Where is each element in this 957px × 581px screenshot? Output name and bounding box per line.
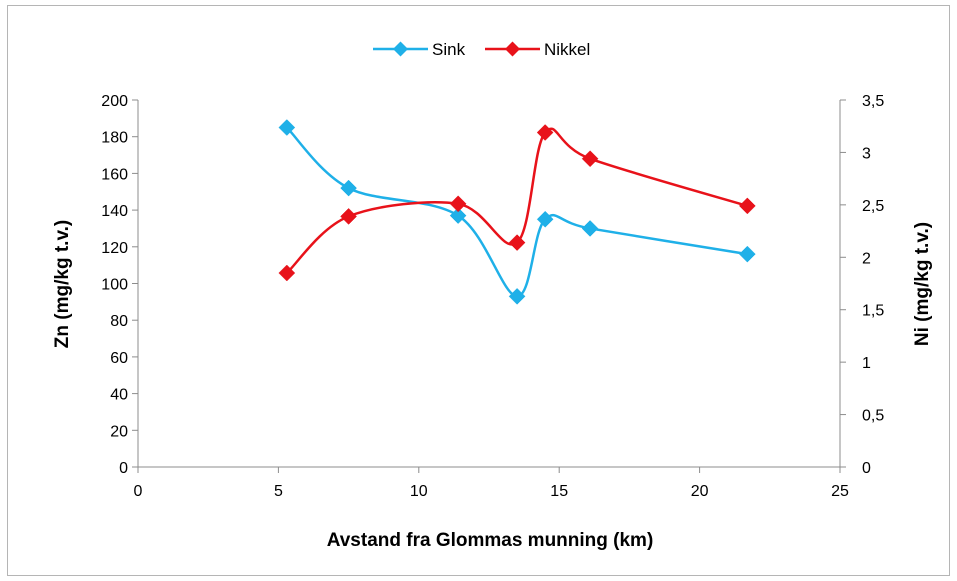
left-y-tick-label: 60	[110, 350, 128, 367]
left-y-tick-label: 20	[110, 423, 128, 440]
axes	[132, 99, 846, 473]
left-y-tick-label: 180	[101, 130, 128, 147]
data-point-sink	[738, 245, 756, 263]
right-y-tick-label: 1,5	[862, 303, 884, 320]
legend-marker-nikkel	[505, 41, 520, 57]
data-point-nikkel	[738, 197, 756, 215]
right-y-tick-label: 1	[862, 355, 871, 372]
data-point-sink	[278, 119, 296, 136]
right-y-tick-label: 0	[862, 460, 871, 477]
left-y-tick-label: 140	[101, 203, 128, 220]
series	[278, 119, 756, 305]
x-tick-label: 10	[410, 483, 428, 500]
legend: Sink Nikkel	[373, 40, 590, 59]
data-point-nikkel	[278, 264, 296, 282]
x-axis-title: Avstand fra Glommas munning (km)	[327, 530, 654, 551]
legend-label-sink: Sink	[432, 40, 466, 59]
right-y-axis-title: Ni (mg/kg t.v.)	[912, 222, 933, 346]
legend-label-nikkel: Nikkel	[544, 40, 590, 59]
legend-marker-sink	[393, 41, 408, 57]
right-y-tick-label: 3	[862, 145, 871, 162]
data-point-nikkel	[340, 208, 357, 225]
chart-frame	[7, 5, 950, 576]
series-nikkel	[278, 124, 756, 282]
right-y-tick-label: 2,5	[862, 198, 884, 215]
right-y-tick-label: 2	[862, 250, 871, 267]
left-y-tick-label: 40	[110, 387, 128, 404]
tick-labels: 0 5 10 15 20 25 0 20 40 60 80 100 120 140 160 180 200 0 0,…	[101, 93, 884, 500]
x-tick-label: 25	[831, 483, 849, 500]
legend-item-nikkel: Nikkel	[485, 40, 590, 59]
data-point-nikkel	[449, 195, 467, 213]
data-point-sink	[508, 287, 526, 305]
series-line-sink	[285, 126, 748, 298]
left-y-tick-label: 80	[110, 313, 128, 330]
left-y-tick-label: 120	[101, 240, 128, 257]
left-y-tick-label: 0	[119, 460, 128, 477]
data-point-nikkel	[536, 124, 554, 141]
left-y-axis-title: Zn (mg/kg t.v.)	[52, 220, 73, 348]
x-tick-label: 20	[691, 483, 709, 500]
data-point-sink	[581, 220, 599, 237]
data-point-nikkel	[581, 150, 599, 168]
x-tick-label: 0	[134, 483, 143, 500]
data-point-sink	[536, 210, 554, 228]
legend-item-sink: Sink	[373, 40, 466, 59]
x-tick-label: 15	[550, 483, 568, 500]
left-y-tick-label: 100	[101, 277, 128, 294]
data-point-sink	[449, 207, 467, 224]
data-point-nikkel	[508, 234, 526, 251]
right-y-tick-label: 3,5	[862, 93, 884, 110]
data-point-sink	[340, 179, 357, 197]
left-y-tick-label: 160	[101, 166, 128, 183]
series-sink	[278, 119, 756, 305]
series-line-nikkel	[285, 127, 748, 274]
right-y-tick-label: 0,5	[862, 408, 884, 425]
left-y-tick-label: 200	[101, 93, 128, 110]
x-tick-label: 5	[274, 483, 283, 500]
